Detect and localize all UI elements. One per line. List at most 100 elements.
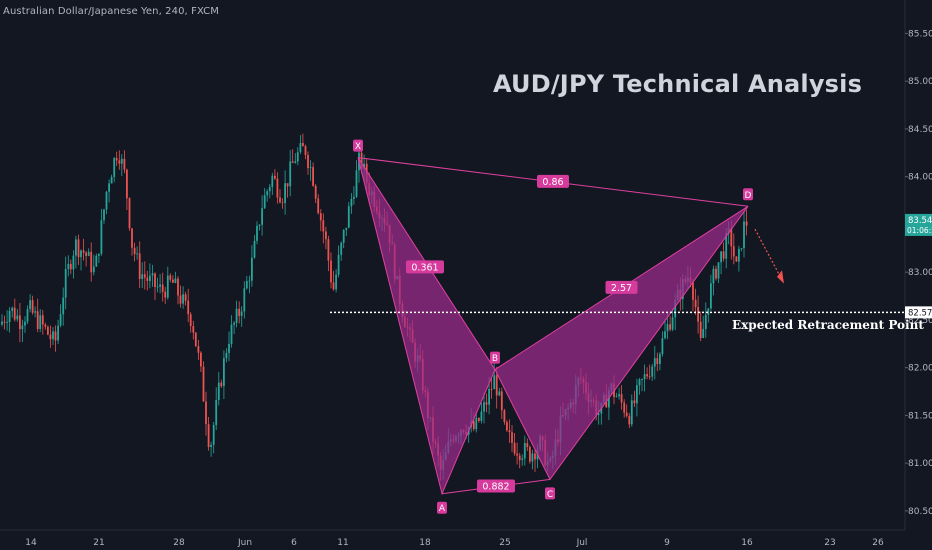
price-axis-label: 84.000: [908, 173, 932, 183]
price-axis-label: 85.000: [908, 77, 932, 87]
candle-body: [228, 343, 230, 353]
time-axis-label: 18: [419, 538, 431, 548]
candle-body: [498, 391, 501, 396]
candles-layer: [1, 133, 748, 481]
candle-body: [302, 143, 304, 147]
price-axis-label: 81.000: [908, 459, 932, 469]
candle-body: [327, 239, 330, 261]
harmonic-pattern-layer: X A B C D 0.86 0.361 0.882 2.57: [353, 139, 784, 514]
candle-body: [131, 228, 133, 248]
candle-body: [233, 322, 235, 325]
candle-body: [245, 281, 248, 289]
candle-body: [13, 307, 16, 320]
candle-body: [623, 402, 626, 413]
candle-body: [202, 366, 205, 402]
candle-body: [100, 220, 103, 254]
candle-body: [263, 195, 266, 209]
candle-body: [113, 158, 116, 177]
candle-body: [159, 284, 161, 287]
candle-body: [523, 443, 526, 459]
time-axis-label: 21: [93, 538, 104, 548]
candle-body: [745, 221, 748, 226]
expected-level-tag: [905, 306, 932, 319]
candle-body: [281, 202, 284, 204]
price-axis-label: 81.500: [908, 411, 932, 421]
time-axis-label: 25: [499, 538, 510, 548]
price-axis-label: 85.500: [908, 29, 932, 39]
candle-body: [526, 443, 529, 447]
candle-body: [478, 418, 480, 421]
candle-body: [307, 155, 309, 169]
candle-body: [694, 299, 697, 307]
candle-body: [90, 251, 93, 273]
candle-body: [360, 152, 363, 169]
pattern-point-label: D: [745, 191, 752, 201]
projection-arrow-line: [754, 228, 783, 281]
candle-body: [299, 143, 302, 153]
candle-body: [503, 410, 506, 422]
candle-body: [646, 374, 648, 377]
candle-body: [80, 250, 82, 258]
candle-body: [166, 275, 169, 298]
candle-body: [41, 315, 44, 325]
price-axis-label: 80.500: [908, 507, 932, 517]
candle-body: [513, 442, 516, 454]
candle-body: [508, 430, 511, 433]
candle-body: [49, 334, 52, 340]
candle-body: [141, 274, 144, 279]
candle-body: [704, 314, 707, 329]
candle-body: [3, 321, 6, 323]
candle-body: [133, 247, 136, 255]
candle-body: [628, 415, 631, 425]
price-axis-label: 82.500: [908, 316, 932, 326]
candle-body: [648, 376, 651, 378]
candle-body: [95, 255, 98, 267]
candle-body: [661, 338, 664, 354]
candle-body: [189, 314, 192, 327]
candle-body: [92, 266, 95, 273]
candle-body: [725, 233, 728, 259]
candle-body: [521, 458, 524, 460]
candle-body: [735, 256, 738, 262]
candle-body: [169, 275, 172, 280]
candle-body: [98, 253, 100, 256]
time-axis-label: 11: [337, 538, 348, 548]
candle-body: [21, 325, 24, 330]
candle-body: [220, 382, 223, 387]
countdown-value: 01:06:58: [907, 226, 932, 235]
candle-body: [271, 175, 274, 188]
pattern-point-label: C: [547, 490, 553, 500]
time-axis-label: 9: [664, 538, 670, 548]
pattern-ratio-tag: [605, 280, 638, 294]
pattern-point-tag: [743, 188, 753, 201]
candle-body: [128, 198, 131, 229]
candle-body: [29, 300, 31, 310]
candle-body: [118, 160, 121, 164]
candle-body: [123, 158, 126, 170]
candle-body: [200, 352, 202, 367]
candle-body: [317, 198, 320, 214]
candle-body: [47, 326, 49, 335]
time-axis-label: 28: [173, 538, 185, 548]
candle-body: [62, 297, 65, 315]
candle-body: [636, 385, 638, 404]
price-axis-label: 82.000: [908, 364, 932, 374]
candle-body: [712, 268, 715, 284]
candle-body: [296, 152, 299, 162]
candle-body: [225, 352, 228, 359]
candle-body: [205, 401, 207, 425]
candle-body: [692, 282, 694, 300]
candle-body: [274, 175, 276, 179]
candle-body: [105, 191, 108, 210]
candle-body: [710, 283, 712, 309]
candle-body: [103, 209, 105, 221]
time-axis-label: 14: [25, 538, 37, 548]
candle-body: [618, 394, 620, 397]
candle-body: [500, 391, 503, 411]
candle-body: [187, 300, 190, 315]
candle-body: [340, 242, 343, 255]
pattern-point-tag: [437, 501, 447, 514]
candle-body: [177, 278, 179, 296]
candle-body: [342, 230, 345, 243]
